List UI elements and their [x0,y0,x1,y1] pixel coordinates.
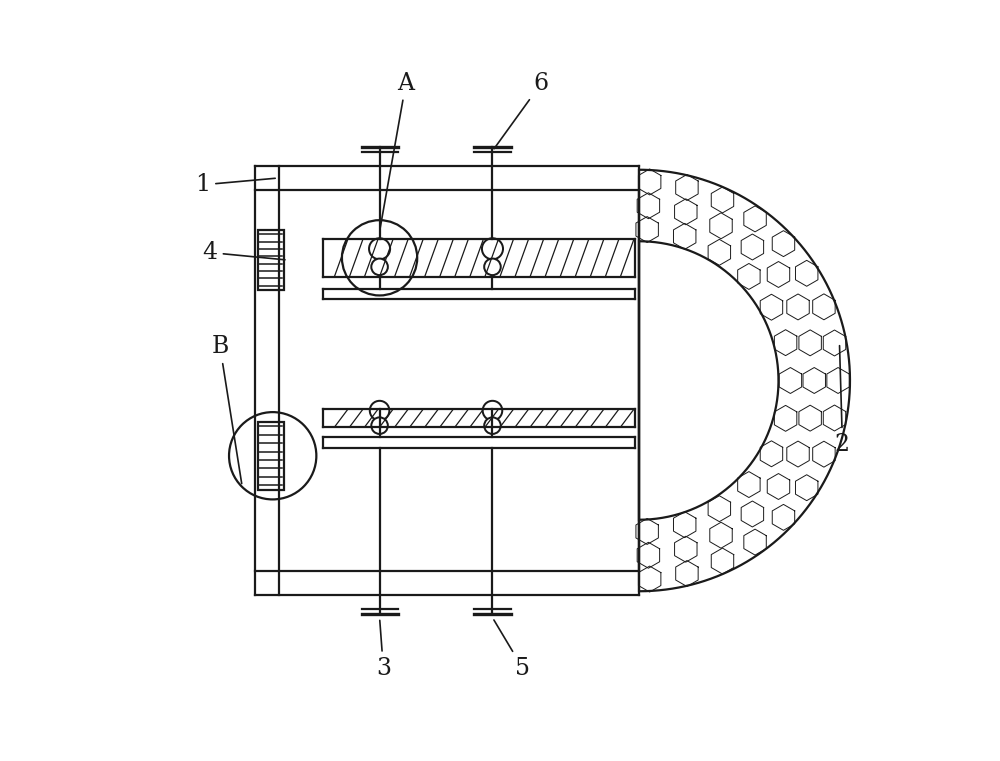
Text: 5: 5 [494,620,530,680]
Circle shape [482,238,503,260]
Circle shape [484,259,501,275]
Circle shape [371,259,388,275]
Bar [258,422,284,489]
Text: 6: 6 [494,72,549,148]
Circle shape [370,401,389,420]
Bar [258,230,284,290]
Text: A: A [380,72,414,229]
Circle shape [371,417,388,434]
Text: B: B [211,335,242,483]
Circle shape [483,401,502,420]
Text: 3: 3 [376,620,391,680]
Text: 2: 2 [835,345,850,456]
Circle shape [369,238,390,260]
Text: 1: 1 [195,174,275,196]
Text: 4: 4 [203,241,285,264]
Circle shape [484,417,501,434]
